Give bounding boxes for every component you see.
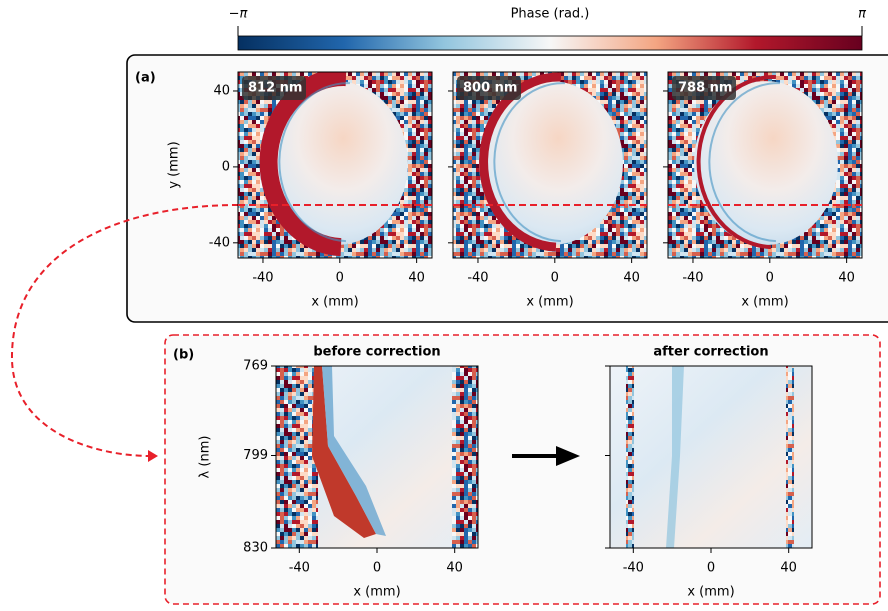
phase-crescent xyxy=(696,75,777,250)
axes-frame xyxy=(237,71,433,259)
axes-frame xyxy=(452,71,648,259)
y-tick-label: 830 xyxy=(243,541,268,556)
phase-streak-blue xyxy=(322,366,386,536)
x-axis-label: x (mm) xyxy=(311,295,358,310)
x-axis-label: x (mm) xyxy=(687,585,734,600)
axes-frame xyxy=(667,71,863,259)
colorbar-title: Phase (rad.) xyxy=(511,7,590,22)
colorbar xyxy=(237,35,863,51)
x-tick-label: -40 xyxy=(252,271,273,286)
y-tick-label: 40 xyxy=(213,83,230,98)
y-tick-label: 769 xyxy=(243,359,268,374)
colorbar-min: −π xyxy=(229,7,248,22)
y-tick-label: -40 xyxy=(209,235,230,250)
plot-title: before correction xyxy=(313,345,440,360)
x-tick-label: -40 xyxy=(623,561,644,576)
phase-edge xyxy=(278,82,350,243)
x-axis-label: x (mm) xyxy=(353,585,400,600)
phase-smear xyxy=(666,366,684,548)
x-tick-label: 0 xyxy=(707,561,715,576)
x-tick-label: 0 xyxy=(551,271,559,286)
plot-title: after correction xyxy=(653,345,768,360)
plot-tag: 800 nm xyxy=(463,81,517,96)
x-axis-label: x (mm) xyxy=(526,295,573,310)
panel-label: (a) xyxy=(135,71,156,86)
spectral-map xyxy=(610,366,812,548)
x-tick-label: 0 xyxy=(373,561,381,576)
phase-crescent xyxy=(259,72,347,257)
noise xyxy=(276,366,318,548)
panel-label: (b) xyxy=(173,348,194,363)
arrow-head xyxy=(148,450,158,462)
plot-tag: 788 nm xyxy=(678,81,732,96)
y-axis-label: y (mm) xyxy=(167,141,182,188)
noise xyxy=(626,366,634,548)
phase-crescent xyxy=(479,72,562,252)
tag-box xyxy=(242,76,306,100)
colorbar-max: π xyxy=(858,7,866,22)
x-tick-label: 40 xyxy=(623,271,640,286)
x-tick-label: -40 xyxy=(682,271,703,286)
noise xyxy=(452,366,478,548)
x-tick-label: 0 xyxy=(336,271,344,286)
phase-streak xyxy=(312,366,376,538)
y-axis-label: λ (nm) xyxy=(198,436,213,479)
map-background xyxy=(610,366,812,548)
arrow-head xyxy=(556,446,580,466)
x-tick-label: 40 xyxy=(446,561,463,576)
spectral-map xyxy=(276,366,478,548)
link-arrow xyxy=(10,204,239,457)
y-tick-label: 799 xyxy=(243,448,268,463)
noise xyxy=(786,366,794,548)
y-tick-label: 0 xyxy=(222,159,230,174)
x-tick-label: -40 xyxy=(289,561,310,576)
plot-tag: 812 nm xyxy=(248,81,302,96)
x-tick-label: 40 xyxy=(838,271,855,286)
x-tick-label: 40 xyxy=(408,271,425,286)
x-tick-label: -40 xyxy=(467,271,488,286)
tag-box xyxy=(457,76,521,100)
x-tick-label: 0 xyxy=(766,271,774,286)
tag-box xyxy=(672,76,736,100)
x-axis-label: x (mm) xyxy=(741,295,788,310)
phase-edge xyxy=(493,82,565,243)
x-tick-label: 40 xyxy=(780,561,797,576)
phase-edge xyxy=(708,82,780,243)
